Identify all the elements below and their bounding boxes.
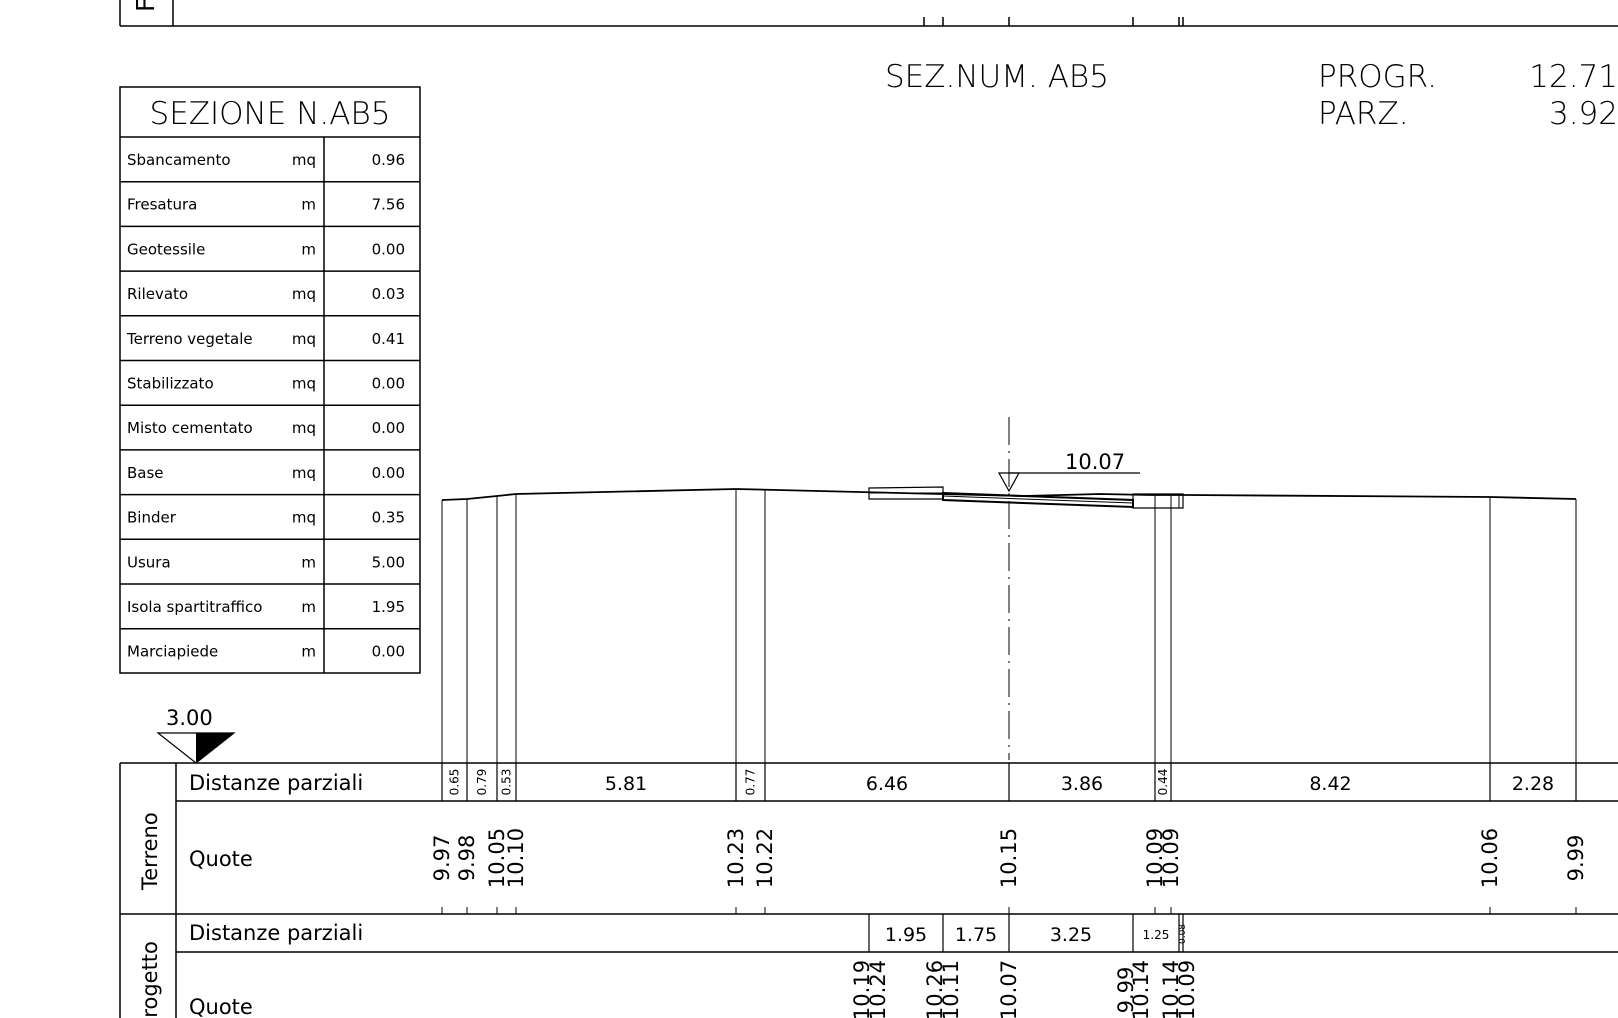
terreno-distance-value: 0.65	[448, 769, 462, 796]
table-row-label: Misto cementato	[127, 419, 253, 437]
progetto-distance-value: 1.75	[955, 924, 997, 946]
parz-value: 3.92	[1549, 96, 1618, 132]
terreno-distance-value: 3.86	[1061, 773, 1103, 795]
table-row-value: 0.35	[372, 509, 405, 527]
progetto-quote-value: 10.07	[997, 960, 1021, 1018]
terreno-quote-value: 9.99	[1564, 835, 1588, 882]
axis-line: 10.07	[999, 417, 1140, 760]
table-row-unit: m	[301, 196, 316, 214]
table-row-value: 0.96	[372, 151, 405, 169]
progetto-distance-value: 1.95	[885, 924, 927, 946]
datum-value: 3.00	[166, 706, 213, 730]
table-row-unit: mq	[292, 464, 316, 482]
parz-label: PARZ.	[1318, 96, 1409, 132]
terreno-quote-value: 10.15	[997, 828, 1021, 888]
quantity-table: SEZIONE N.AB5 Sbancamento mq 0.96 Fresatura…	[120, 87, 420, 673]
progetto-distance-value: 0.08	[1178, 924, 1188, 944]
terreno-distance-value: 8.42	[1309, 773, 1351, 795]
table-row-unit: mq	[292, 375, 316, 393]
terreno-quote-value: 10.09	[1159, 828, 1183, 888]
table-row-label: Fresatura	[127, 196, 197, 214]
table-row-unit: mq	[292, 151, 316, 169]
table-row-label: Binder	[127, 509, 177, 527]
axis-elevation: 10.07	[1065, 450, 1125, 474]
progetto-quote-value: 10.14	[1129, 960, 1153, 1018]
terreno-quote-label: Quote	[189, 847, 253, 871]
project-road-section	[869, 487, 1183, 508]
table-row-value: 1.95	[372, 598, 405, 616]
table-row-value: 7.56	[372, 196, 405, 214]
table-row-unit: m	[301, 553, 316, 571]
table-row-label: Geotessile	[127, 240, 205, 258]
table-row-value: 0.03	[372, 285, 405, 303]
table-row-value: 0.41	[372, 330, 405, 348]
previous-sheet-label: F	[131, 0, 160, 12]
table-row-unit: mq	[292, 419, 316, 437]
datum-marker: 3.00	[158, 706, 234, 763]
table-row-value: 0.00	[372, 419, 405, 437]
terreno-distance-value: 0.53	[500, 769, 514, 796]
table-title: SEZIONE N.AB5	[150, 96, 391, 132]
progetto-quote-value: 10.09	[1175, 960, 1199, 1018]
progr-value: 12.71	[1529, 59, 1618, 95]
table-row-value: 0.00	[372, 464, 405, 482]
terreno-distance-label: Distanze parziali	[189, 771, 363, 795]
progetto-distance-value: 1.25	[1143, 928, 1170, 942]
table-row-unit: mq	[292, 330, 316, 348]
terreno-quote-value: 10.23	[724, 828, 748, 888]
section-number: SEZ.NUM. AB5	[885, 59, 1109, 95]
progetto-distance-value: 3.25	[1050, 924, 1092, 946]
terreno-distance-value: 2.28	[1512, 773, 1554, 795]
table-row-value: 5.00	[372, 553, 405, 571]
terreno-quote-value: 10.10	[504, 828, 528, 888]
table-row-label: Terreno vegetale	[126, 330, 253, 348]
terreno-distance-value: 0.79	[475, 769, 489, 796]
table-row-label: Sbancamento	[127, 151, 231, 169]
terreno-distance-value: 0.77	[744, 769, 758, 796]
terreno-quote-value: 9.98	[455, 835, 479, 882]
table-row-unit: mq	[292, 509, 316, 527]
progetto-quote-value: 10.24	[866, 960, 890, 1018]
table-row-unit: m	[301, 240, 316, 258]
table-row-label: Isola spartitraffico	[127, 598, 262, 616]
progetto-quote-label: Quote	[189, 995, 253, 1018]
table-row-unit: m	[301, 643, 316, 661]
table-row-label: Marciapiede	[127, 643, 218, 661]
terreno-distance-value: 0.44	[1156, 769, 1170, 796]
table-row-unit: mq	[292, 285, 316, 303]
terreno-quote-value: 9.97	[430, 835, 454, 882]
table-row-label: Usura	[127, 553, 171, 571]
table-row-value: 0.00	[372, 375, 405, 393]
progetto-quote-value: 10.11	[939, 960, 963, 1018]
progetto-side-label: Progetto	[138, 941, 162, 1018]
terreno-distance-value: 5.81	[605, 773, 647, 795]
table-row-value: 0.00	[372, 240, 405, 258]
progetto-distance-label: Distanze parziali	[189, 921, 363, 945]
table-row-label: Stabilizzato	[127, 375, 214, 393]
table-row-value: 0.00	[372, 643, 405, 661]
terreno-quote-value: 10.06	[1478, 828, 1502, 888]
table-row-label: Rilevato	[127, 285, 188, 303]
terreno-side-label: Terreno	[138, 812, 162, 891]
previous-sheet-fragment	[120, 0, 1618, 26]
table-row-unit: m	[301, 598, 316, 616]
table-row-label: Base	[127, 464, 164, 482]
progr-label: PROGR.	[1318, 59, 1437, 95]
terreno-distance-value: 6.46	[866, 773, 908, 795]
terreno-quote-value: 10.22	[753, 828, 777, 888]
